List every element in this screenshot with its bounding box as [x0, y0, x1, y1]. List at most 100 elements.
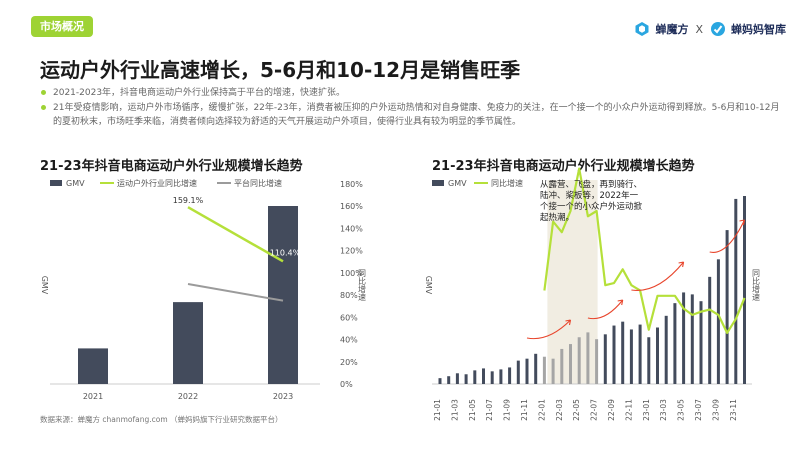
legend-industry-label: 运动户外行业同比增速 — [117, 178, 197, 188]
gmv-bar — [586, 332, 590, 384]
gmv-bar — [534, 353, 538, 384]
trend-arrow — [526, 319, 571, 340]
data-label: 159.1% — [173, 196, 204, 205]
x-tick-label: 23-07 — [694, 399, 703, 421]
gmv-bar — [708, 276, 712, 384]
gmv-bar — [525, 358, 529, 384]
x-tick-label: 22-11 — [624, 399, 633, 421]
trend-arrow — [587, 299, 624, 320]
x-tick-label: 21-09 — [503, 399, 512, 421]
y2-tick-label: 20% — [340, 358, 358, 367]
gmv-bar — [551, 358, 555, 384]
gmv-bar — [638, 324, 642, 384]
gmv-bar — [595, 339, 599, 384]
y2-axis-title: 同比增速 — [752, 269, 761, 302]
summary-bullets: 2021-2023年，抖音电商运动户外行业保持高于平台的增速，快速扩张。 21年… — [40, 86, 780, 130]
gmv-bar — [577, 337, 581, 384]
legend-gmv-swatch — [432, 180, 444, 186]
section-tag: 市场概况 — [31, 16, 93, 37]
y-axis-title: GMV — [40, 276, 49, 295]
gmv-bar — [612, 325, 616, 384]
gmv-bar — [690, 294, 694, 384]
chanmofang-logo-text: 蝉魔方 — [655, 23, 689, 36]
industry-growth-line — [187, 206, 284, 263]
data-label: 110.4% — [270, 248, 301, 257]
gmv-bar — [268, 206, 298, 384]
legend-gmv-swatch — [50, 180, 62, 186]
x-tick-label: 22-09 — [607, 399, 616, 421]
y2-tick-label: 120% — [340, 247, 363, 256]
gmv-bar — [473, 370, 477, 384]
chanmama-logo-text: 蝉妈妈智库 — [731, 23, 786, 36]
y2-tick-label: 100% — [340, 269, 363, 278]
gmv-bar — [664, 315, 668, 384]
gmv-bar — [78, 348, 108, 384]
y2-tick-label: 60% — [340, 313, 358, 322]
x-tick-label: 2023 — [273, 392, 293, 401]
gmv-bar — [438, 378, 442, 384]
gmv-bar — [173, 302, 203, 384]
chanmofang-logo-icon — [635, 22, 649, 36]
gmv-bar — [516, 360, 520, 384]
gmv-bar — [482, 368, 485, 384]
gmv-bar — [647, 337, 651, 384]
gmv-bar — [499, 369, 503, 384]
arrow-head-icon — [565, 319, 572, 326]
y-axis-title: GMV — [424, 276, 433, 295]
x-tick-label: 23-05 — [677, 399, 686, 421]
x-tick-label: 23-03 — [659, 399, 668, 421]
x-tick-label: 22-03 — [555, 399, 564, 421]
y2-tick-label: 180% — [340, 180, 363, 189]
y2-tick-label: 0% — [340, 380, 353, 389]
gmv-bar — [603, 334, 607, 384]
x-tick-label: 23-09 — [711, 399, 720, 421]
arrow-head-icon — [617, 299, 624, 306]
y2-axis-title: 同比增速 — [358, 269, 367, 302]
platform-growth-line — [187, 283, 284, 302]
arrow-head-icon — [739, 219, 746, 226]
chart-annotation: 从露营、飞盘，再到骑行、陆冲、桨板等，2022年一个接一个的小众户外运动掀起热潮… — [540, 180, 643, 223]
left-chart-title: 21-23年抖音电商运动户外行业规模增长趋势 — [40, 159, 303, 174]
gmv-bar — [621, 321, 625, 384]
gmv-bar — [673, 303, 677, 384]
gmv-bar — [682, 292, 686, 384]
x-tick-label: 2021 — [83, 392, 103, 401]
x-tick-label: 22-05 — [572, 399, 581, 421]
x-tick-label: 23-01 — [642, 399, 651, 421]
logo-separator: X — [695, 22, 703, 36]
gmv-bar — [508, 367, 512, 384]
gmv-bar — [734, 198, 738, 384]
x-tick-label: 22-01 — [537, 399, 546, 421]
x-tick-label: 22-07 — [590, 399, 599, 421]
gmv-bar — [725, 230, 729, 384]
legend-gmv-label: GMV — [66, 179, 85, 188]
y2-tick-label: 160% — [340, 202, 363, 211]
gmv-bar — [569, 344, 572, 384]
arrow-head-icon — [678, 261, 685, 268]
chanmama-logo-icon — [711, 22, 725, 36]
gmv-bar — [542, 356, 546, 384]
x-tick-label: 21-01 — [433, 399, 442, 421]
x-tick-label: 21-03 — [450, 399, 459, 421]
gmv-bar — [656, 327, 659, 384]
gmv-bar — [716, 259, 720, 384]
gmv-bar — [490, 371, 494, 384]
trend-arrow — [631, 261, 685, 291]
y2-tick-label: 40% — [340, 336, 358, 345]
page-title: 运动户外行业高速增长，5-6月和10-12月是销售旺季 — [40, 58, 521, 82]
data-source-note: 数据来源：蝉魔方 chanmofang.com （蝉妈妈旗下行业研究数据平台） — [40, 415, 283, 424]
y2-tick-label: 140% — [340, 224, 363, 233]
brand-logos: 蝉魔方 X 蝉妈妈智库 — [634, 19, 786, 39]
y2-tick-label: 80% — [340, 291, 358, 300]
trend-arrow — [709, 219, 745, 253]
gmv-bar — [629, 329, 633, 384]
gmv-bar — [464, 374, 468, 384]
x-tick-label: 21-11 — [520, 399, 529, 421]
gmv-bar — [699, 301, 703, 384]
x-tick-label: 2022 — [178, 392, 198, 401]
legend-growth-label: 同比增速 — [491, 178, 523, 188]
bullet-dot-icon — [41, 90, 46, 95]
x-tick-label: 21-07 — [485, 399, 494, 421]
bullet-dot-icon — [41, 104, 46, 110]
gmv-bar — [447, 376, 451, 384]
